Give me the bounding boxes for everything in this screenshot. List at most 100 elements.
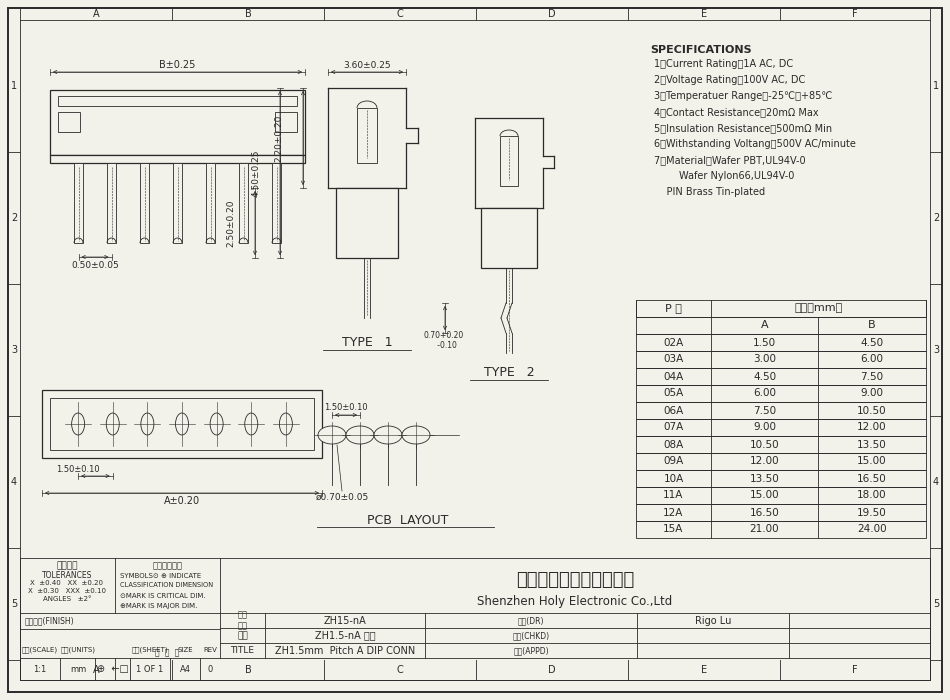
Text: C: C	[397, 9, 404, 19]
Text: Wafer Nylon66,UL94V-0: Wafer Nylon66,UL94V-0	[654, 171, 794, 181]
Bar	[140, 163, 149, 243]
Text: 6、Withstanding Voltang：500V AC/minute: 6、Withstanding Voltang：500V AC/minute	[654, 139, 856, 149]
Text: ⊕  ←□: ⊕ ←□	[97, 664, 129, 674]
Bar	[636, 521, 926, 538]
Text: X  ±0.30   XXX  ±0.10: X ±0.30 XXX ±0.10	[28, 588, 106, 594]
Text: -0.10: -0.10	[423, 342, 457, 351]
Text: 4.50: 4.50	[753, 372, 776, 382]
Bar	[636, 334, 926, 351]
Text: Rigo Lu: Rigo Lu	[694, 615, 732, 626]
Text: 03A: 03A	[663, 354, 684, 365]
Text: A: A	[93, 9, 100, 19]
Text: 检验尺寸标系: 检验尺寸标系	[153, 561, 183, 570]
Bar	[636, 487, 926, 504]
Ellipse shape	[141, 413, 154, 435]
Text: 3、Temperatuer Range：-25℃～+85℃: 3、Temperatuer Range：-25℃～+85℃	[654, 91, 832, 101]
Text: E: E	[701, 665, 707, 675]
Text: 3.60±0.25: 3.60±0.25	[343, 60, 390, 69]
Text: 05A: 05A	[663, 389, 684, 398]
Bar	[173, 163, 182, 243]
Text: 9.00: 9.00	[861, 389, 884, 398]
Text: 2: 2	[10, 213, 17, 223]
Text: A: A	[93, 665, 100, 675]
Bar	[636, 419, 926, 436]
Text: E: E	[701, 9, 707, 19]
Text: 3: 3	[933, 345, 939, 355]
Text: TITLE: TITLE	[231, 646, 255, 655]
Text: 7.50: 7.50	[861, 372, 884, 382]
Text: B±0.25: B±0.25	[160, 60, 196, 70]
Text: 08A: 08A	[663, 440, 684, 449]
Bar	[636, 402, 926, 419]
Ellipse shape	[245, 413, 257, 435]
Text: 11A: 11A	[663, 491, 684, 500]
Text: TYPE   2: TYPE 2	[484, 367, 534, 379]
Text: 尺寸（mm）: 尺寸（mm）	[794, 304, 843, 314]
Text: A4: A4	[180, 664, 191, 673]
Text: 3: 3	[11, 345, 17, 355]
Text: TOLERANCES: TOLERANCES	[42, 570, 92, 580]
Text: ⊙MARK IS CRITICAL DIM.: ⊙MARK IS CRITICAL DIM.	[120, 593, 205, 599]
Text: 6.00: 6.00	[861, 354, 884, 365]
Text: 审核(CHKD): 审核(CHKD)	[512, 631, 550, 640]
Bar	[481, 208, 537, 268]
Text: 核准(APPD): 核准(APPD)	[513, 646, 549, 655]
Bar	[636, 385, 926, 402]
Bar	[636, 453, 926, 470]
Text: F: F	[852, 9, 858, 19]
Text: 5、Insulation Resistance：500mΩ Min: 5、Insulation Resistance：500mΩ Min	[654, 123, 832, 133]
Text: 1 OF 1: 1 OF 1	[137, 664, 163, 673]
Bar	[50, 398, 314, 450]
Text: PIN Brass Tin-plated: PIN Brass Tin-plated	[654, 187, 765, 197]
Bar	[275, 112, 297, 132]
Text: 0.70+0.20: 0.70+0.20	[423, 332, 464, 340]
Text: 品名: 品名	[238, 631, 248, 640]
Text: 2、Voltage Rating：100V AC, DC: 2、Voltage Rating：100V AC, DC	[654, 75, 806, 85]
Text: SIZE: SIZE	[178, 647, 193, 653]
Text: 2.20±0.20: 2.20±0.20	[275, 114, 283, 162]
Text: 09A: 09A	[663, 456, 684, 466]
Text: 比例(SCALE): 比例(SCALE)	[22, 647, 58, 653]
Text: 04A: 04A	[663, 372, 684, 382]
Text: 16.50: 16.50	[857, 473, 887, 484]
Bar	[636, 504, 926, 521]
Bar	[206, 163, 215, 243]
Text: 2: 2	[933, 213, 940, 223]
Bar	[636, 470, 926, 487]
Bar	[336, 188, 398, 258]
Text: 06A: 06A	[663, 405, 684, 416]
Text: 4: 4	[933, 477, 939, 487]
Text: 4: 4	[11, 477, 17, 487]
Text: 21.00: 21.00	[750, 524, 779, 535]
Text: 1.50: 1.50	[753, 337, 776, 347]
Text: 7、Material：Wafer PBT,UL94V-0: 7、Material：Wafer PBT,UL94V-0	[654, 155, 806, 165]
Text: 4.50: 4.50	[861, 337, 884, 347]
Bar	[20, 558, 930, 680]
Text: 12.00: 12.00	[750, 456, 779, 466]
Text: ZH1.5mm  Pitch A DIP CONN: ZH1.5mm Pitch A DIP CONN	[275, 645, 415, 655]
Text: 15.00: 15.00	[857, 456, 886, 466]
Text: 07A: 07A	[663, 423, 684, 433]
Text: 7.50: 7.50	[753, 405, 776, 416]
Bar	[500, 136, 518, 186]
Text: 1、Current Rating：1A AC, DC: 1、Current Rating：1A AC, DC	[654, 59, 793, 69]
Ellipse shape	[106, 413, 120, 435]
Bar	[357, 108, 377, 163]
Text: 深圳市宏利电子有限公司: 深圳市宏利电子有限公司	[516, 571, 635, 589]
Bar	[636, 351, 926, 368]
Text: 更  改  栏: 更 改 栏	[155, 648, 180, 657]
Text: P 数: P 数	[665, 304, 682, 314]
Text: ZH1.5-nA 直针: ZH1.5-nA 直针	[314, 631, 375, 640]
Text: 15.00: 15.00	[750, 491, 779, 500]
Ellipse shape	[402, 426, 430, 444]
Bar	[58, 96, 297, 106]
Text: 19.50: 19.50	[857, 508, 887, 517]
Bar	[272, 163, 281, 243]
Text: 12A: 12A	[663, 508, 684, 517]
Text: X  ±0.40   XX  ±0.20: X ±0.40 XX ±0.20	[30, 580, 104, 586]
Ellipse shape	[210, 413, 223, 435]
Bar	[636, 436, 926, 453]
Text: F: F	[852, 665, 858, 675]
Text: 6.00: 6.00	[753, 389, 776, 398]
Bar	[107, 163, 116, 243]
